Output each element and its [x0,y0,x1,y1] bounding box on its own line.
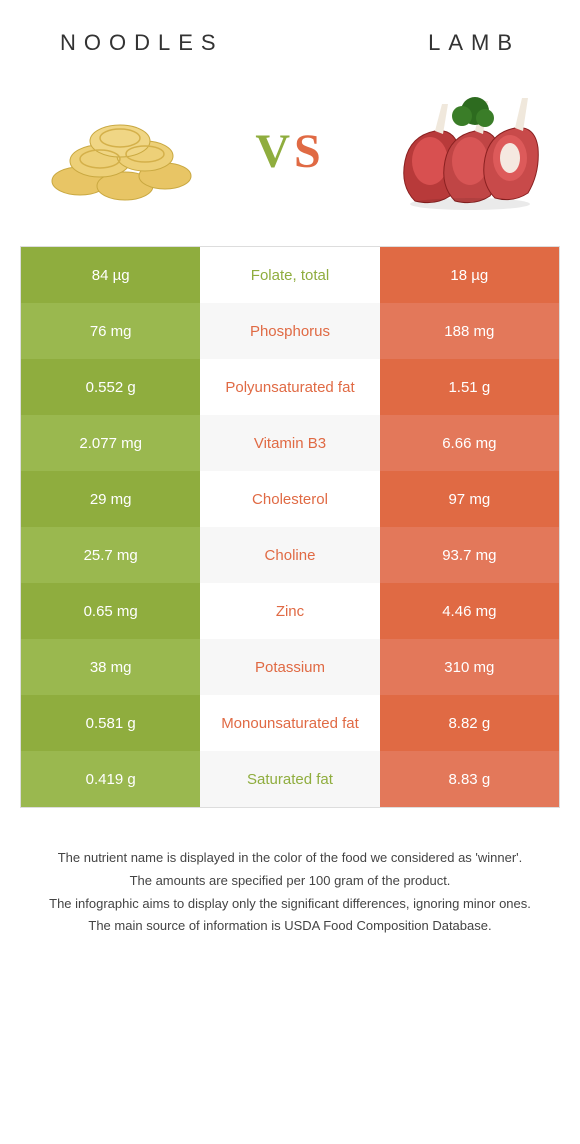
value-right: 310 mg [380,639,559,695]
value-left: 0.552 g [21,359,200,415]
table-row: 38 mgPotassium310 mg [21,639,559,695]
nutrient-name: Vitamin B3 [200,415,379,471]
table-row: 0.552 gPolyunsaturated fat1.51 g [21,359,559,415]
value-left: 0.581 g [21,695,200,751]
value-right: 97 mg [380,471,559,527]
nutrient-name: Folate, total [200,247,379,303]
table-row: 29 mgCholesterol97 mg [21,471,559,527]
value-right: 4.46 mg [380,583,559,639]
value-right: 6.66 mg [380,415,559,471]
images-row: VS [0,76,580,246]
lamb-image [380,86,550,216]
footer-notes: The nutrient name is displayed in the co… [30,848,550,937]
table-row: 84 µgFolate, total18 µg [21,247,559,303]
value-left: 29 mg [21,471,200,527]
table-row: 25.7 mgCholine93.7 mg [21,527,559,583]
nutrient-name: Cholesterol [200,471,379,527]
table-row: 2.077 mgVitamin B36.66 mg [21,415,559,471]
nutrient-name: Saturated fat [200,751,379,807]
nutrient-name: Monounsaturated fat [200,695,379,751]
value-right: 8.82 g [380,695,559,751]
nutrient-name: Zinc [200,583,379,639]
table-row: 76 mgPhosphorus188 mg [21,303,559,359]
value-right: 1.51 g [380,359,559,415]
table-row: 0.581 gMonounsaturated fat8.82 g [21,695,559,751]
title-left: NOODLES [60,30,224,56]
value-right: 188 mg [380,303,559,359]
nutrient-name: Choline [200,527,379,583]
footer-line-4: The main source of information is USDA F… [30,916,550,937]
noodles-image [30,86,200,216]
title-right: LAMB [428,30,520,56]
footer-line-3: The infographic aims to display only the… [30,894,550,915]
nutrient-name: Polyunsaturated fat [200,359,379,415]
nutrient-table: 84 µgFolate, total18 µg76 mgPhosphorus18… [20,246,560,808]
vs-s: S [294,125,325,178]
value-left: 38 mg [21,639,200,695]
nutrient-name: Phosphorus [200,303,379,359]
value-right: 8.83 g [380,751,559,807]
vs-v: V [255,125,294,178]
footer-line-2: The amounts are specified per 100 gram o… [30,871,550,892]
value-right: 93.7 mg [380,527,559,583]
vs-label: VS [255,124,324,179]
value-left: 2.077 mg [21,415,200,471]
header: NOODLES LAMB [0,0,580,76]
nutrient-name: Potassium [200,639,379,695]
value-left: 76 mg [21,303,200,359]
table-row: 0.419 gSaturated fat8.83 g [21,751,559,807]
value-left: 84 µg [21,247,200,303]
value-right: 18 µg [380,247,559,303]
table-row: 0.65 mgZinc4.46 mg [21,583,559,639]
value-left: 25.7 mg [21,527,200,583]
footer-line-1: The nutrient name is displayed in the co… [30,848,550,869]
value-left: 0.419 g [21,751,200,807]
value-left: 0.65 mg [21,583,200,639]
